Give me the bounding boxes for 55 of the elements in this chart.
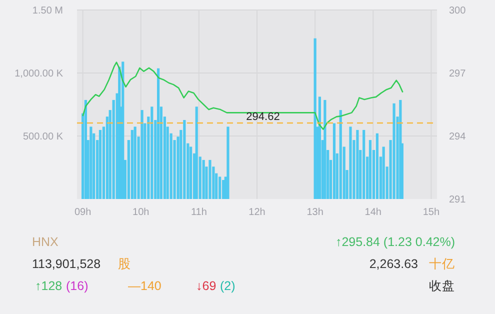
y2-tick-label: 294 xyxy=(449,132,466,142)
text: HNX xyxy=(32,235,60,249)
bar xyxy=(218,176,222,199)
bar xyxy=(349,126,352,199)
bar xyxy=(356,130,359,199)
x-tick-label: 12h xyxy=(248,207,266,218)
bar xyxy=(368,140,372,199)
x-tick-label: 10h xyxy=(132,207,150,218)
bar xyxy=(226,126,230,199)
bar xyxy=(318,96,322,199)
x-tick-label: 11h xyxy=(190,207,207,218)
bar xyxy=(362,130,366,199)
bar xyxy=(90,126,92,199)
text: (2) xyxy=(220,279,236,293)
y-tick-label: 1.50 M xyxy=(32,6,63,16)
bar xyxy=(122,62,124,199)
text: 十亿 xyxy=(429,257,455,271)
bar xyxy=(382,146,385,199)
bar xyxy=(190,146,192,199)
text: 收盘 xyxy=(429,279,455,293)
text: ↑128 xyxy=(35,279,62,293)
bar xyxy=(339,110,342,199)
bar xyxy=(98,130,102,199)
bar xyxy=(150,106,154,199)
x-tick-label: 15h xyxy=(422,207,440,218)
bar xyxy=(332,123,336,199)
text: 113,901,528 xyxy=(32,257,101,271)
y2-tick-label: 300 xyxy=(449,6,466,16)
bar xyxy=(195,106,198,199)
bar xyxy=(376,133,378,199)
line-series xyxy=(82,62,404,130)
bar xyxy=(130,130,134,199)
bar xyxy=(183,120,186,199)
bar xyxy=(202,160,205,199)
text: 2,263.63 xyxy=(369,257,418,271)
bar xyxy=(392,103,396,199)
bar xyxy=(222,180,225,199)
bar xyxy=(140,110,144,199)
bar xyxy=(134,126,136,199)
bar xyxy=(324,100,326,199)
y2-tick-label: 297 xyxy=(449,68,466,80)
text: —140 xyxy=(128,279,162,293)
text: ↓69 xyxy=(196,279,216,293)
bar xyxy=(156,68,160,199)
x-tick-label: 09h xyxy=(74,207,92,218)
y-tick-label: 1,000.00 K xyxy=(14,68,64,80)
ref-line-label: 294.62 xyxy=(246,110,280,123)
text: ↑295.84 (1.23 0.42%) xyxy=(335,235,455,249)
y-tick-label: 500.00 K xyxy=(22,132,64,142)
text: 股 xyxy=(118,257,131,271)
bar xyxy=(208,160,212,199)
x-tick-label: 14h xyxy=(364,207,382,218)
y2-tick-label: 291 xyxy=(449,194,466,206)
text: (16) xyxy=(66,279,88,293)
x-tick-label: 13h xyxy=(306,207,324,218)
